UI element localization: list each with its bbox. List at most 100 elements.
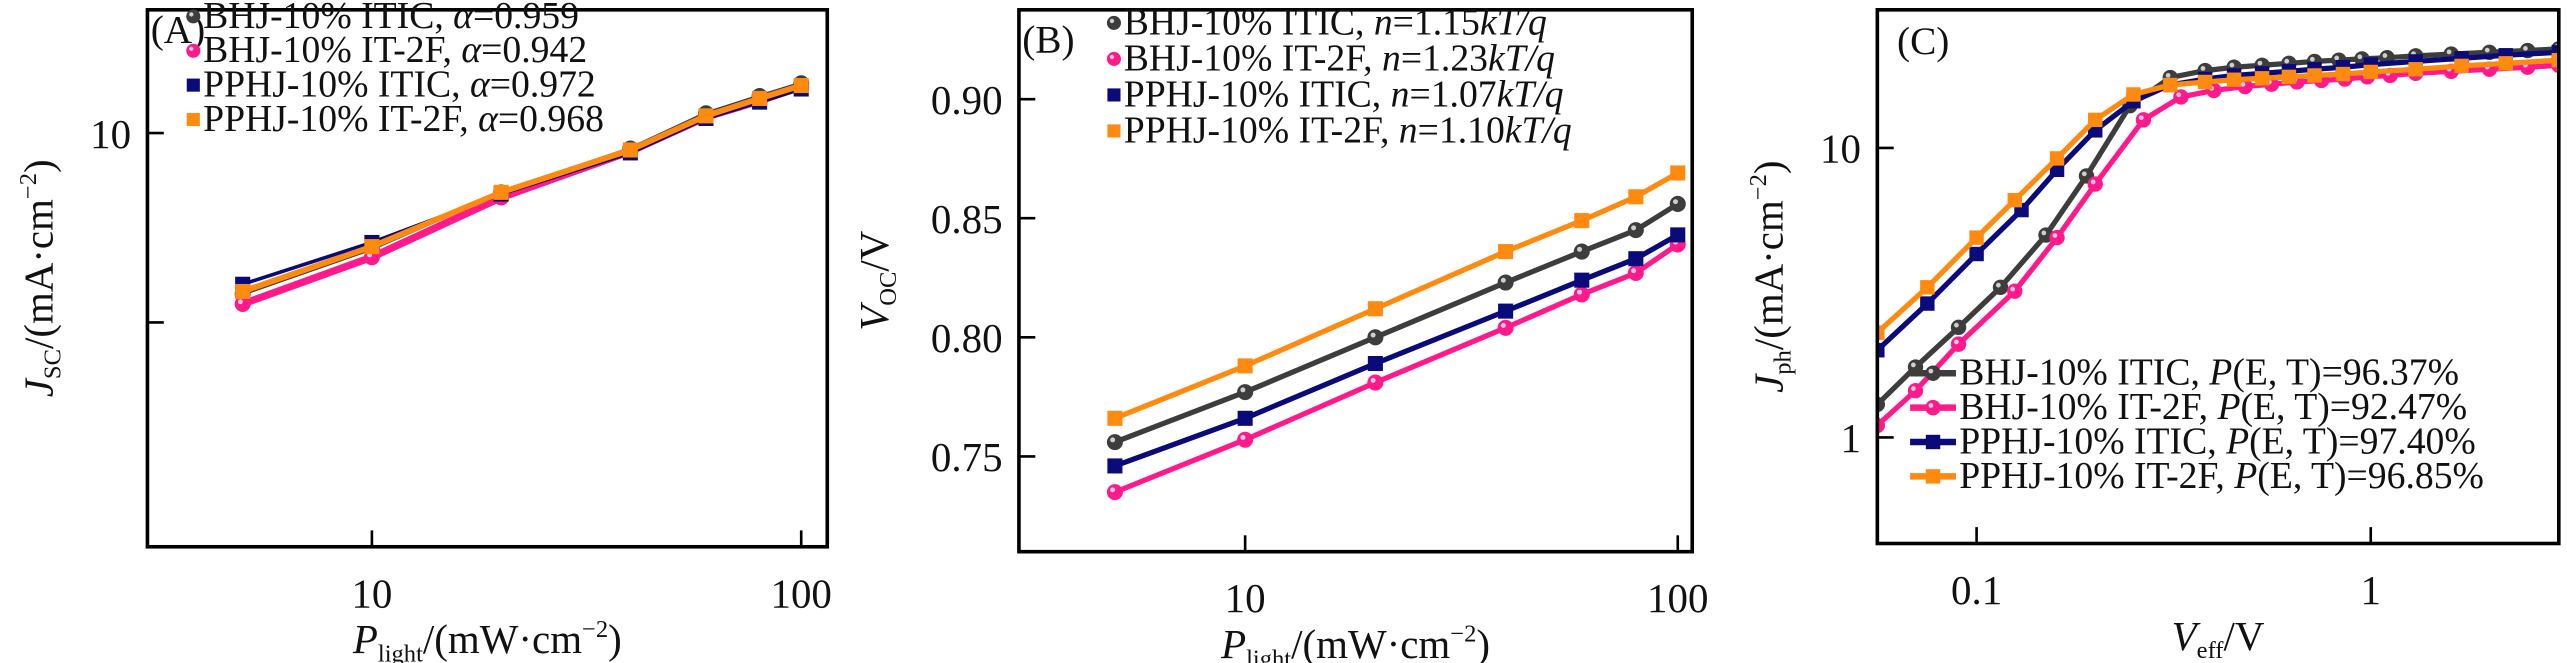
series-line [1112,241,1681,495]
legend-series-name: PPHJ-10% ITIC, [203,64,470,106]
legend-marker-highlight [1109,54,1115,60]
legend-param-value: (E, T)=97.40% [2249,420,2476,462]
data-point-highlight [1500,277,1506,283]
x-axis-label: Plight/(mW·cm−2) [1220,621,1490,663]
data-point [2007,283,2023,299]
data-point [1920,296,1935,311]
data-point [493,184,509,200]
data-point [698,108,714,124]
x-axis-label: Veff/V [2172,614,2265,663]
data-point [1877,343,1885,358]
data-point-highlight [1631,268,1637,274]
x-axis-label-unit: /(mW·cm [423,617,582,662]
y-tick-label: 10 [1820,127,1861,172]
legend-param-value: =1.07 [1409,73,1496,115]
series-bhj-10-it-2f [1106,236,1686,501]
y-axis-label: JSC/(mA·cm−2) [15,159,67,397]
data-point [2498,56,2513,71]
x-axis-label-symbol: P [1220,622,1246,663]
legend-series-name: BHJ-10% IT-2F, [1124,37,1382,79]
legend-item: BHJ-10% ITIC, n=1.15kT/q [1106,1,1547,43]
data-point-highlight [2200,66,2206,71]
legend-marker [1106,15,1121,30]
data-point-highlight [2240,81,2246,87]
data-point [1669,195,1686,212]
y-axis-label: Jph/(mA·cm−2) [1745,160,1797,392]
y-axis-label: VOC/V [852,230,902,330]
panel-label: (C) [1897,19,1949,63]
legend-label: BHJ-10% IT-2F, α=0.942 [203,29,587,71]
data-point [1574,272,1590,288]
legend-item: PPHJ-10% IT-2F, P(E, T)=96.85% [1910,455,2484,497]
panel-c: 0.1 1 1 10 Veff/V Jph/(mA·cm−2) (C) BHJ-10% ITI… [1745,8,2561,663]
series-pphj-10-itic [1107,227,1686,474]
y-axis-label-symbol: V [852,302,897,331]
legend-series-name: BHJ-10% IT-2F, [1959,386,2217,428]
data-point-highlight [2081,171,2087,177]
panel-a: 10 10010Plight/(mW·cm−2)JSC/(mA·cm−2)(A)B… [15,0,832,663]
series-bhj-10-itic [1106,195,1686,451]
legend-param-value: (E, T)=96.37% [2232,352,2459,394]
data-point [1367,374,1384,391]
legend-param-symbol: α [461,29,482,71]
y-axis-label-superscript: −2 [1745,174,1772,200]
plot-frame [1875,8,2561,546]
data-point-highlight [2010,286,2016,292]
data-point [1950,336,1967,352]
legend-marker [1107,124,1121,138]
data-point [2551,52,2559,68]
data-point-highlight [1577,289,1583,295]
data-point [2408,62,2423,77]
legend-series-name: BHJ-10% IT-2F, [203,29,461,71]
legend-item: PPHJ-10% IT-2F, n=1.10kT/q [1107,109,1572,151]
x-tick-label: 1 [2361,568,2381,613]
data-point-highlight [1995,282,2001,288]
legend-label: PPHJ-10% ITIC, P(E, T)=97.40% [1959,420,2476,462]
legend-label: BHJ-10% ITIC, α=0.959 [203,0,579,37]
data-point [1106,484,1123,501]
x-axis-label-close: ) [1476,622,1490,663]
legend-marker [1106,51,1121,66]
legend-param-value: =1.10 [1418,109,1505,151]
y-tick-label: 0.90 [931,78,1003,123]
legend-item: PPHJ-10% ITIC, P(E, T)=97.40% [1910,420,2476,462]
y-axis-label-subscript: OC [875,272,902,306]
legend-param-value: (E, T)=96.85% [2257,455,2484,497]
x-tick-label: 100 [771,571,832,616]
data-point [2087,176,2103,192]
data-point-highlight [1370,377,1376,383]
plot-frame [145,8,830,549]
legend-label: BHJ-10% IT-2F, P(E, T)=92.47% [1959,386,2467,428]
data-point-highlight [2309,56,2315,62]
legend-param-symbol: n [1399,109,1418,151]
data-point [1628,251,1644,267]
data-point-highlight [2446,49,2452,55]
legend-marker [186,78,200,92]
data-point-highlight [2165,73,2171,78]
data-point [1627,264,1644,282]
legend-param-value: =1.23 [1401,37,1488,79]
legend-param-symbol: P [2208,352,2232,394]
x-axis-label-symbol: P [352,617,378,662]
legend-marker [1107,88,1121,102]
data-point-highlight [1240,434,1246,440]
data-point [1237,410,1253,426]
data-point-highlight [2176,92,2182,98]
data-point-highlight [237,299,243,305]
y-axis-label-subscript: SC [40,349,67,379]
y-axis-label-unit: /(mA·cm [16,199,61,349]
data-point [2307,68,2322,83]
data-point-highlight [1954,322,1959,328]
legend-item: PPHJ-10% IT-2F, α=0.968 [186,98,604,140]
legend-marker [1925,365,1941,381]
series-line [1112,201,1681,445]
data-point-highlight [2284,58,2290,64]
data-point-highlight [1370,332,1376,338]
data-point [1969,230,1984,245]
data-point [2007,192,2022,208]
data-point [1992,279,2009,296]
legend-param-unit: kT/q [1505,109,1572,151]
legend-param-unit: kT/q [1497,73,1564,115]
x-tick-label: 10 [351,571,392,616]
data-point [1627,222,1644,239]
